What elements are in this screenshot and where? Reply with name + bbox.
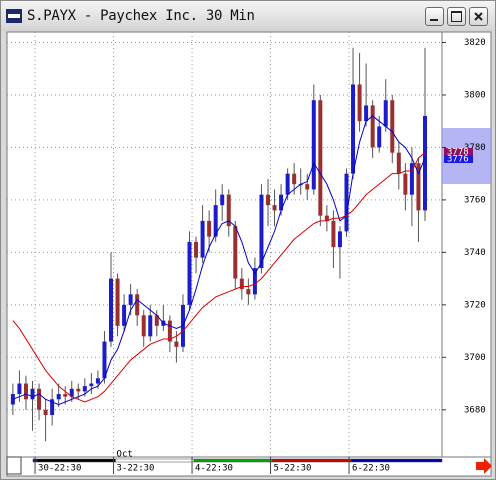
maximize-button[interactable]	[447, 7, 466, 26]
candle-body	[357, 84, 362, 122]
y-tick-label: 3740	[464, 248, 486, 258]
y-tick-label: 3700	[464, 353, 486, 363]
candle-body	[233, 226, 238, 279]
candle-body	[226, 194, 231, 227]
candle-body	[324, 215, 329, 221]
y-tick-label: 3720	[464, 300, 486, 310]
last-value-box	[444, 155, 473, 163]
window-title: S.PAYX - Paychex Inc. 30 Min	[27, 8, 255, 24]
x-tick-label: 5-22:30	[274, 464, 312, 474]
candle-body	[128, 294, 133, 305]
candle-body	[167, 320, 172, 342]
candle-body	[56, 394, 61, 400]
x-tick-label: 6-22:30	[352, 464, 390, 474]
y-tick-label: 3760	[464, 195, 486, 205]
title-bar: S.PAYX - Paychex Inc. 30 Min	[1, 1, 495, 31]
candle-body	[95, 378, 100, 384]
candle-body	[311, 100, 316, 190]
candle-body	[252, 268, 257, 295]
last-value-label: 3776	[447, 155, 469, 165]
candle-body	[154, 315, 159, 326]
candle-body	[377, 126, 382, 148]
candle-body	[115, 278, 120, 326]
scroll-arrow[interactable]	[476, 458, 492, 474]
candle-body	[141, 315, 146, 337]
candle-body	[89, 383, 94, 387]
candle-body	[390, 100, 395, 153]
average-line	[12, 152, 426, 403]
minimize-button[interactable]	[425, 7, 444, 26]
app-icon	[6, 9, 22, 23]
last-value-box	[444, 148, 473, 156]
day-band	[36, 458, 116, 463]
candle-body	[220, 194, 225, 206]
candle-body	[409, 163, 414, 195]
candle-body	[37, 388, 42, 410]
candle-body	[109, 278, 114, 342]
candle-body	[63, 394, 68, 397]
candle-body	[396, 152, 401, 174]
candle-body	[102, 341, 107, 379]
candle-body	[266, 194, 270, 206]
candle-body	[30, 388, 35, 400]
candle-body	[122, 304, 127, 326]
day-band	[350, 458, 443, 463]
candle-body	[416, 163, 421, 211]
x-tick-label: 30-22:30	[38, 464, 81, 474]
candle-body	[239, 278, 244, 290]
candle-body	[148, 315, 153, 337]
candle-body	[370, 105, 375, 148]
candle-body	[76, 388, 81, 392]
candle-body	[135, 294, 140, 316]
candle-body	[246, 289, 251, 295]
day-band	[272, 458, 352, 463]
candle-body	[344, 173, 349, 232]
candle-body	[50, 399, 55, 416]
candle-body	[337, 231, 342, 248]
y-tick-label: 3680	[464, 405, 486, 415]
candle-body	[364, 105, 369, 122]
candle-body	[207, 220, 212, 237]
month-label: Oct	[117, 450, 133, 460]
last-value-label: 3778	[447, 148, 469, 158]
candle-body	[82, 386, 87, 392]
candle-body	[259, 194, 264, 269]
y-tick-label: 3820	[464, 38, 486, 48]
candle-body	[292, 173, 297, 185]
candle-body	[279, 194, 284, 211]
y-tick-label: 3780	[464, 143, 486, 153]
candle-body	[174, 341, 179, 347]
price-axis	[441, 31, 492, 458]
candle-body	[285, 173, 290, 195]
candle-body	[69, 388, 74, 397]
average-line	[12, 115, 426, 406]
candle-body	[422, 115, 427, 211]
candle-body	[318, 100, 323, 216]
candle-body	[200, 220, 205, 258]
candle-body	[351, 84, 356, 174]
day-band	[193, 458, 273, 463]
candle-body	[10, 394, 15, 405]
candle-body	[213, 205, 218, 237]
candle-body	[383, 100, 388, 127]
corner-box[interactable]	[6, 456, 22, 475]
close-button[interactable]	[469, 7, 488, 26]
candle-body	[272, 205, 277, 211]
x-tick-label: 4-22:30	[195, 464, 233, 474]
x-tick-label: 3-22:30	[117, 464, 155, 474]
y-tick-label: 3800	[464, 90, 486, 100]
candle-body	[43, 409, 48, 416]
candle-body	[403, 173, 408, 195]
candle-body	[194, 241, 199, 258]
candle-body	[305, 184, 310, 190]
candle-body	[17, 383, 22, 395]
candle-body	[187, 241, 192, 305]
candle-body	[331, 220, 336, 248]
candle-body	[23, 383, 28, 400]
